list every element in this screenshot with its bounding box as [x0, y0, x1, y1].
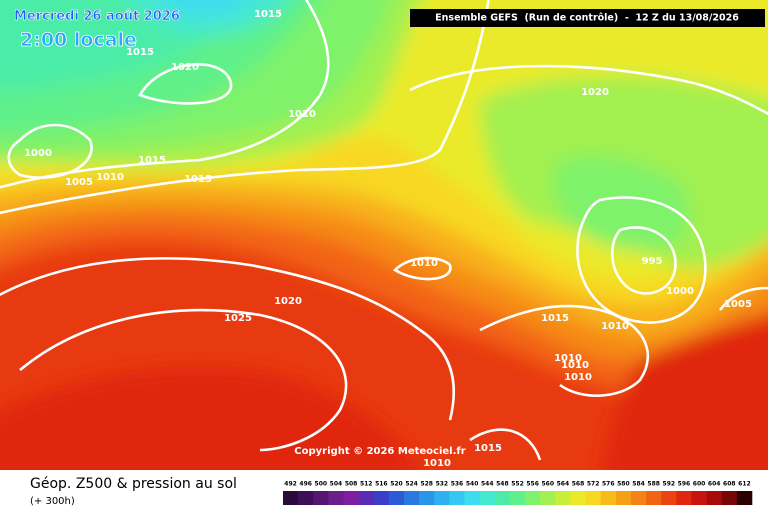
- scale-label: 600: [693, 481, 706, 488]
- scale-swatch: [298, 491, 314, 505]
- scale-swatch: [736, 491, 753, 505]
- scale-swatch: [449, 491, 465, 505]
- scale-label: 524: [405, 481, 418, 488]
- isobar-label: 995: [642, 256, 663, 267]
- scale-swatch: [313, 491, 329, 505]
- isobar-label: 1010: [96, 172, 124, 183]
- scale-swatch: [585, 491, 602, 505]
- isobar-label: 1010: [410, 258, 438, 269]
- isobar-label: 1010: [564, 372, 592, 383]
- isobar-label: 1010: [423, 458, 451, 469]
- scale-swatch: [434, 491, 450, 505]
- scale-swatch: [721, 491, 738, 505]
- scale-swatch: [661, 491, 677, 505]
- scale-swatch: [676, 491, 692, 505]
- forecast-date: Mercredi 26 août 2026: [14, 9, 180, 24]
- isobar-label: 1000: [666, 286, 694, 297]
- scale-label: 564: [557, 481, 570, 488]
- scale-label: 516: [375, 481, 388, 488]
- scale-label: 540: [466, 481, 479, 488]
- scale-label: 500: [315, 481, 328, 488]
- scale-label: 584: [632, 481, 645, 488]
- scale-swatch: [479, 491, 496, 505]
- scale-swatch: [540, 491, 556, 505]
- isobar-label: 1005: [65, 177, 93, 188]
- isobars: [0, 0, 768, 461]
- run-banner: [410, 9, 765, 27]
- scale-label: 532: [436, 481, 449, 488]
- scale-label: 592: [663, 481, 676, 488]
- scale-swatch: [600, 491, 617, 505]
- scale-swatch: [283, 491, 299, 505]
- isobar-label: 1005: [724, 299, 752, 310]
- scale-swatch: [570, 491, 586, 505]
- scale-swatch: [419, 491, 435, 505]
- footer-title: Géop. Z500 & pression au sol: [30, 476, 237, 492]
- footer-lead: (+ 300h): [30, 496, 75, 507]
- scale-swatch: [706, 491, 723, 505]
- isobar-label: 1025: [224, 313, 252, 324]
- scale-label: 508: [345, 481, 358, 488]
- scale-label: 588: [647, 481, 660, 488]
- scale-label: 576: [602, 481, 615, 488]
- scale-swatch: [358, 491, 375, 505]
- scale-swatch: [464, 491, 480, 505]
- scale-label: 580: [617, 481, 630, 488]
- scale-label: 572: [587, 481, 600, 488]
- scale-label: 604: [708, 481, 721, 488]
- scale-label: 528: [420, 481, 433, 488]
- colour-scale: 492 496 500 504 508 512 516 520 524 528 532 536 540 5…: [283, 481, 753, 505]
- scale-label: 612: [738, 481, 751, 488]
- isobar-label: 1010: [288, 109, 316, 120]
- scale-label: 496: [299, 481, 312, 488]
- scale-swatch: [404, 491, 420, 505]
- scale-label: 556: [526, 481, 539, 488]
- scale-swatch: [509, 491, 526, 505]
- copyright: Copyright © 2026 Meteociel.fr: [294, 446, 465, 457]
- isobar-label: 1015: [184, 174, 212, 185]
- scale-swatch: [630, 491, 647, 505]
- scale-swatch: [555, 491, 571, 505]
- isobar-label: 1010: [561, 360, 589, 371]
- isobar-label: 1010: [601, 321, 629, 332]
- scale-swatch: [615, 491, 632, 505]
- scale-label: 504: [330, 481, 343, 488]
- isobar-label: 1020: [274, 296, 302, 307]
- local-time: 2:00 locale: [20, 29, 137, 51]
- isobar-label: 1015: [254, 9, 282, 20]
- scale-label: 596: [678, 481, 691, 488]
- isobar-label: 1015: [138, 155, 166, 166]
- scale-label: 520: [390, 481, 403, 488]
- run-info: Ensemble GEFS (Run de contrôle) - 12 Z d…: [435, 13, 739, 24]
- scale-label: 544: [481, 481, 494, 488]
- scale-label: 608: [723, 481, 736, 488]
- isobar-label: 1020: [171, 62, 199, 73]
- scale-swatch: [343, 491, 359, 505]
- isobar-label: 1015: [126, 47, 154, 58]
- scale-label: 552: [511, 481, 524, 488]
- scale-swatch: [388, 491, 405, 505]
- scale-label: 512: [360, 481, 373, 488]
- scale-label: 560: [541, 481, 554, 488]
- isobar-label: 1010: [554, 353, 582, 364]
- scale-swatch: [525, 491, 541, 505]
- isobar-label: 1000: [24, 148, 52, 159]
- scale-label: 568: [572, 481, 585, 488]
- scale-swatch: [691, 491, 707, 505]
- scale-swatch: [646, 491, 662, 505]
- scale-swatch: [494, 491, 511, 505]
- scale-swatch: [373, 491, 390, 505]
- scale-label: 492: [284, 481, 297, 488]
- geopotential-field: [0, 0, 768, 470]
- isobar-label: 1020: [581, 87, 609, 98]
- scale-swatch: [328, 491, 344, 505]
- scale-label: 548: [496, 481, 509, 488]
- scale-label: 536: [451, 481, 464, 488]
- isobar-label: 1015: [541, 313, 569, 324]
- isobar-label: 1015: [474, 443, 502, 454]
